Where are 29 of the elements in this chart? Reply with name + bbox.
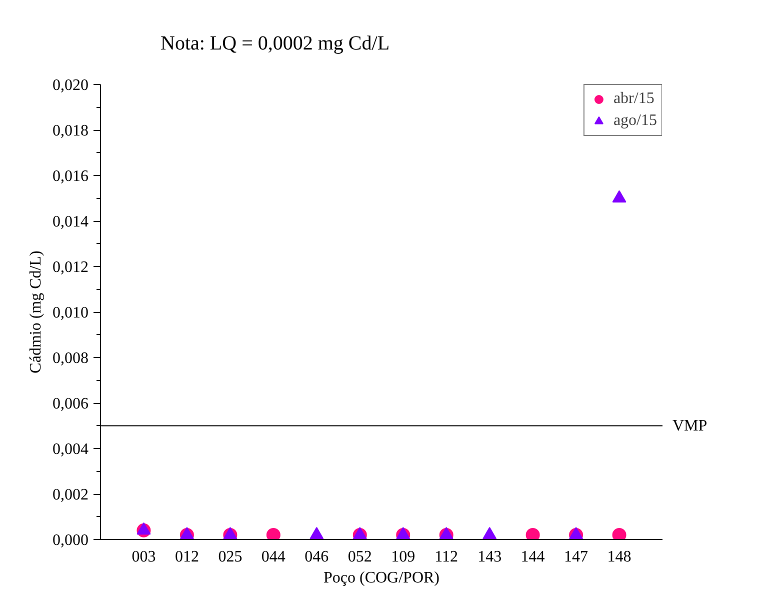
y-tick-label: 0,008 xyxy=(52,350,88,367)
ref-line-label: VMP xyxy=(672,417,708,434)
y-tick-label: 0,018 xyxy=(52,122,88,140)
x-tick-label: 025 xyxy=(218,548,242,566)
y-tick-label: 0,002 xyxy=(52,486,88,504)
x-tick-label: 044 xyxy=(261,548,286,566)
x-tick-label: 147 xyxy=(564,548,588,566)
y-tick-label: 0,014 xyxy=(52,214,88,230)
y-tick-label: 0,016 xyxy=(52,168,88,185)
chart-title: Nota: LQ = 0,0002 mg Cd/L xyxy=(160,32,390,54)
x-axis-title: Poço (COG/POR) xyxy=(323,570,440,586)
x-tick-label: 112 xyxy=(434,548,458,566)
x-tick-label: 052 xyxy=(348,548,372,566)
y-tick-label: 0,004 xyxy=(52,441,88,458)
y-tick-label: 0,012 xyxy=(52,259,88,276)
x-tick-label: 148 xyxy=(607,548,632,566)
x-tick-label: 012 xyxy=(174,548,199,566)
y-tick-label: 0,000 xyxy=(52,532,88,549)
x-tick-label: 144 xyxy=(520,548,545,566)
legend-label: abr/15 xyxy=(613,90,654,108)
legend-label: ago/15 xyxy=(613,112,657,130)
y-tick-label: 0,006 xyxy=(52,396,88,412)
x-tick-label: 143 xyxy=(478,548,502,566)
x-tick-label: 003 xyxy=(132,548,156,566)
x-tick-label: 109 xyxy=(391,548,416,566)
y-tick-label: 0,020 xyxy=(52,77,88,94)
y-axis-title: Cádmio (mg Cd/L) xyxy=(28,250,44,374)
y-tick-label: 0,010 xyxy=(52,304,88,322)
x-tick-label: 046 xyxy=(304,548,329,566)
